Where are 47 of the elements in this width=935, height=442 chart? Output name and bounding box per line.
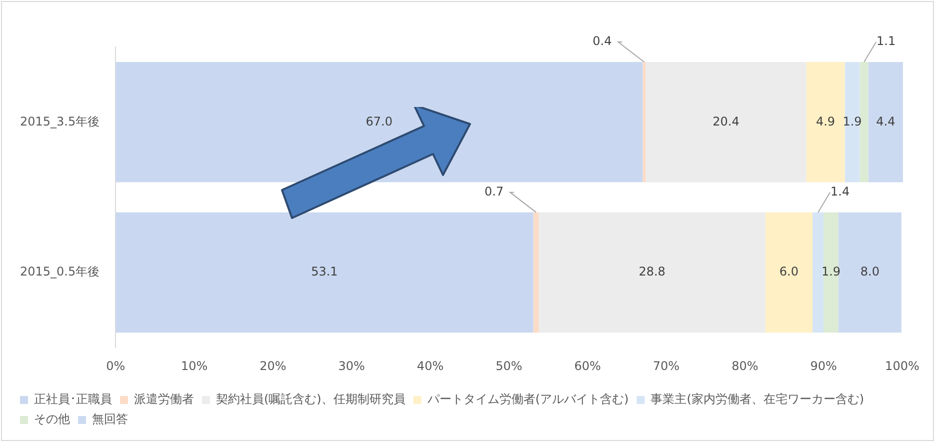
legend-label: 契約社員(嘱託含む)、任期制研究員 [216, 392, 406, 406]
legend-label: パートタイム労働者(アルバイト含む) [426, 392, 629, 406]
data-label: 4.9 [816, 114, 836, 128]
bar [642, 62, 646, 182]
x-tick-label: 0% [106, 358, 126, 373]
bar [868, 62, 903, 182]
data-label: 6.0 [779, 264, 798, 279]
bar [538, 212, 766, 333]
x-tick-label: 30% [338, 358, 365, 373]
legend-label: 事業主(家内労働者、在宅ワーカー含む) [650, 392, 864, 406]
y-tick-label: 2015_3.5年後 [20, 114, 100, 128]
legend-label: 無回答 [92, 412, 128, 426]
data-label: 53.1 [311, 264, 338, 279]
x-tick-label: 90% [810, 358, 837, 373]
x-tick-label: 80% [732, 358, 758, 373]
x-tick-label: 10% [180, 358, 208, 373]
x-tick-label: 20% [260, 358, 286, 373]
x-tick-label: 40% [416, 358, 444, 373]
data-label: 0.7 [484, 184, 504, 198]
bar [765, 212, 813, 333]
data-label: 1.9 [821, 264, 841, 279]
data-label: 0.4 [592, 34, 612, 48]
data-label: 67.0 [366, 114, 392, 128]
legend-label: 派遣労働者 [134, 392, 194, 406]
bar [116, 212, 534, 333]
x-tick-label: 70% [652, 358, 680, 373]
y-tick-label: 2015_0.5年後 [20, 264, 100, 279]
bar [860, 62, 868, 182]
data-label: 4.4 [876, 114, 896, 128]
bar [844, 62, 860, 182]
bar [646, 62, 806, 182]
bar [806, 62, 845, 182]
x-tick-label: 60% [574, 358, 601, 373]
data-label: 20.4 [712, 114, 740, 128]
data-label: 28.8 [638, 264, 666, 279]
data-label: 1.9 [842, 114, 862, 128]
data-label: 1.1 [876, 34, 896, 48]
x-tick-label: 50% [496, 358, 522, 373]
data-label: 1.4 [830, 184, 850, 198]
bar [533, 212, 539, 333]
legend-label: 正社員･正職員 [34, 392, 112, 406]
x-tick-label: 100% [885, 358, 920, 373]
bar [824, 212, 838, 333]
bar [838, 212, 902, 333]
bar [812, 212, 824, 333]
data-label: 8.0 [860, 264, 880, 279]
legend-label: その他 [34, 412, 70, 426]
